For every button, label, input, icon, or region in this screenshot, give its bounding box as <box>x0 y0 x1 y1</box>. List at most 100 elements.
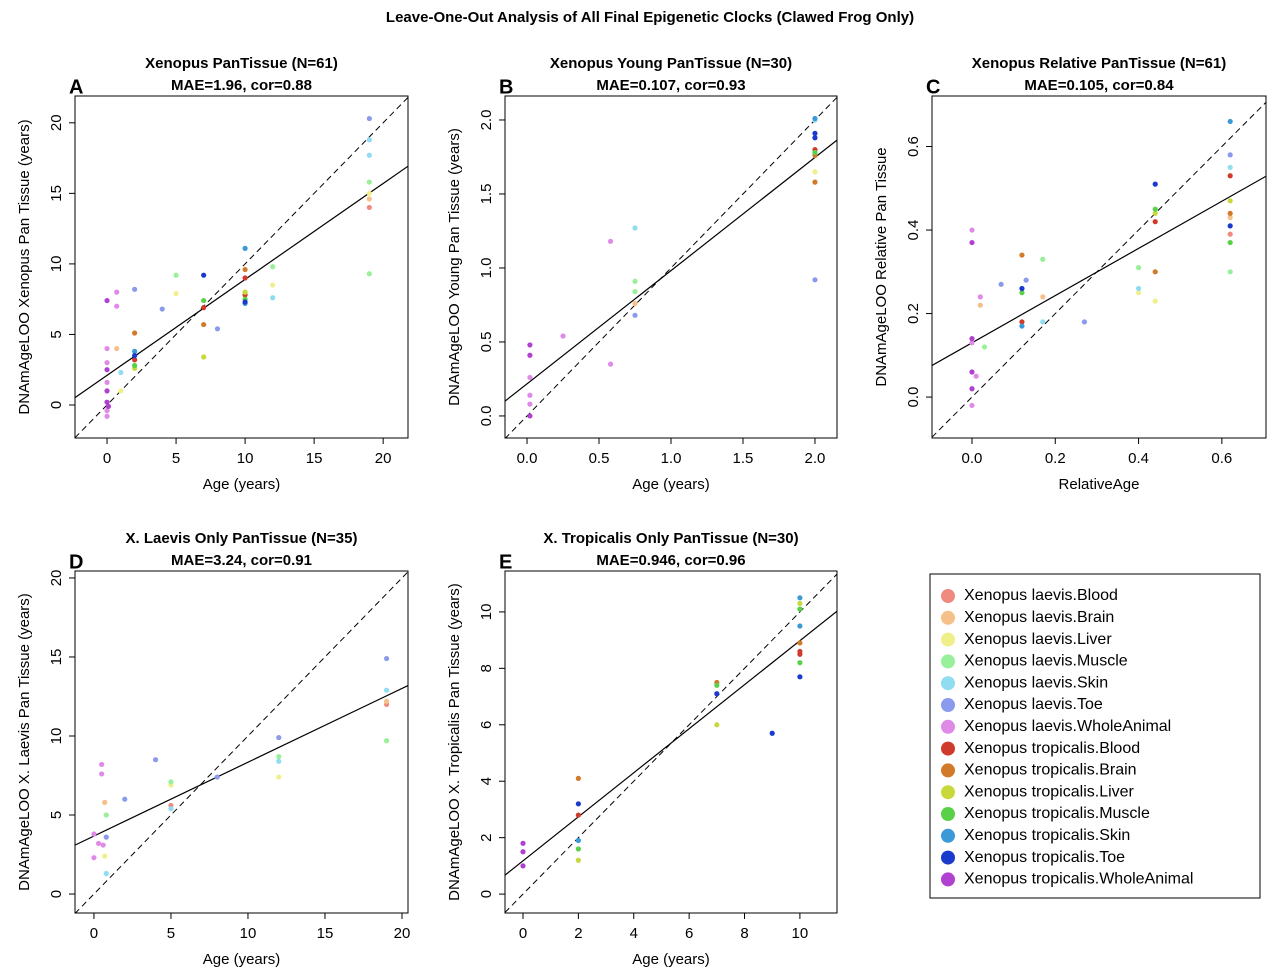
x-tick-label: 5 <box>172 450 180 467</box>
point <box>104 399 110 405</box>
legend-label: Xenopus laevis.Liver <box>964 631 1112 648</box>
point <box>105 403 112 409</box>
point <box>769 730 775 736</box>
x-tick-label: 10 <box>240 925 257 942</box>
point <box>812 149 818 156</box>
x-tick-label: 1.0 <box>661 450 682 467</box>
point <box>152 757 159 763</box>
point <box>1152 269 1158 275</box>
fit-line <box>75 685 408 846</box>
point <box>714 722 720 728</box>
point <box>118 369 124 376</box>
x-tick-label: 0.0 <box>962 450 983 467</box>
panel-title: Xenopus Young PanTissue (N=30) <box>550 55 792 72</box>
point <box>998 281 1004 287</box>
fit-line <box>505 139 837 402</box>
legend-swatch <box>941 807 955 821</box>
y-tick-label: 15 <box>48 185 65 202</box>
point <box>270 295 276 301</box>
legend-label: Xenopus tropicalis.WholeAnimal <box>964 871 1193 888</box>
identity-line <box>505 96 837 438</box>
point <box>797 600 803 607</box>
point <box>632 312 638 318</box>
point <box>91 855 97 861</box>
panel-subtitle: MAE=0.105, cor=0.84 <box>1024 77 1174 94</box>
point <box>1227 210 1233 216</box>
point <box>102 853 108 859</box>
panel-letter: A <box>69 76 83 98</box>
panel-subtitle: MAE=0.107, cor=0.93 <box>596 77 745 94</box>
point <box>1227 152 1233 158</box>
point <box>969 369 975 375</box>
point <box>797 674 803 680</box>
point <box>969 227 975 233</box>
point <box>575 775 581 782</box>
point <box>632 278 638 284</box>
x-tick-label: 15 <box>317 925 334 942</box>
point <box>575 857 581 863</box>
y-tick-label: 0.4 <box>905 220 922 241</box>
point <box>1019 252 1025 258</box>
legend-swatch <box>941 850 955 865</box>
point <box>366 152 372 158</box>
point <box>1019 323 1025 329</box>
y-tick-label: 5 <box>48 330 65 338</box>
y-tick-label: 2.0 <box>478 110 495 131</box>
legend-label: Xenopus tropicalis.Blood <box>964 740 1140 757</box>
x-axis-label: Age (years) <box>203 951 281 968</box>
point <box>575 846 581 852</box>
fit-line <box>932 175 1266 366</box>
point <box>969 386 975 392</box>
y-tick-label: 1.5 <box>478 184 495 205</box>
point <box>132 362 138 369</box>
x-tick-label: 0.5 <box>589 450 610 467</box>
point <box>812 115 818 122</box>
point <box>168 806 174 812</box>
point <box>118 388 124 394</box>
point <box>969 239 975 246</box>
point <box>1227 214 1233 221</box>
point <box>104 413 110 419</box>
point <box>607 238 614 244</box>
point <box>1019 290 1025 296</box>
point <box>520 840 526 846</box>
point <box>1227 231 1233 237</box>
point <box>1040 256 1046 262</box>
point <box>1152 181 1158 187</box>
identity-line <box>75 571 408 913</box>
point <box>527 413 533 419</box>
point <box>214 774 220 780</box>
panel: Xenopus Relative PanTissue (N=61) MAE=0.1… <box>873 55 1267 493</box>
plot-frame <box>931 95 1267 439</box>
legend-label: Xenopus laevis.Brain <box>964 609 1114 626</box>
point <box>969 336 975 342</box>
point <box>575 801 581 807</box>
legend-label: Xenopus tropicalis.Muscle <box>964 805 1150 822</box>
plot-frame <box>504 570 838 914</box>
point <box>1019 319 1025 325</box>
y-tick-label: 0 <box>478 890 495 898</box>
panel: X. Laevis Only PanTissue (N=35) MAE=3.24,… <box>16 530 410 968</box>
y-tick-label: 20 <box>48 570 65 587</box>
x-tick-label: 0.4 <box>1128 450 1149 467</box>
point <box>1152 210 1158 216</box>
y-axis-label: DNAmAgeLOO Xenopus Pan Tissue (years) <box>16 119 33 414</box>
point <box>969 340 975 346</box>
point <box>520 849 526 855</box>
point <box>812 130 818 136</box>
point <box>977 294 983 300</box>
point <box>797 640 803 646</box>
panel: Xenopus PanTissue (N=61) MAE=1.96, cor=0.… <box>16 55 409 493</box>
point <box>812 169 818 175</box>
plot-area <box>75 571 408 913</box>
x-tick-label: 2 <box>574 925 582 942</box>
point <box>159 306 165 312</box>
point <box>527 401 533 407</box>
point <box>520 863 526 869</box>
point <box>201 272 207 278</box>
point <box>114 345 120 352</box>
point <box>104 379 110 386</box>
x-tick-label: 0.6 <box>1211 450 1232 467</box>
identity-line <box>505 573 837 913</box>
identity-line <box>932 101 1266 438</box>
